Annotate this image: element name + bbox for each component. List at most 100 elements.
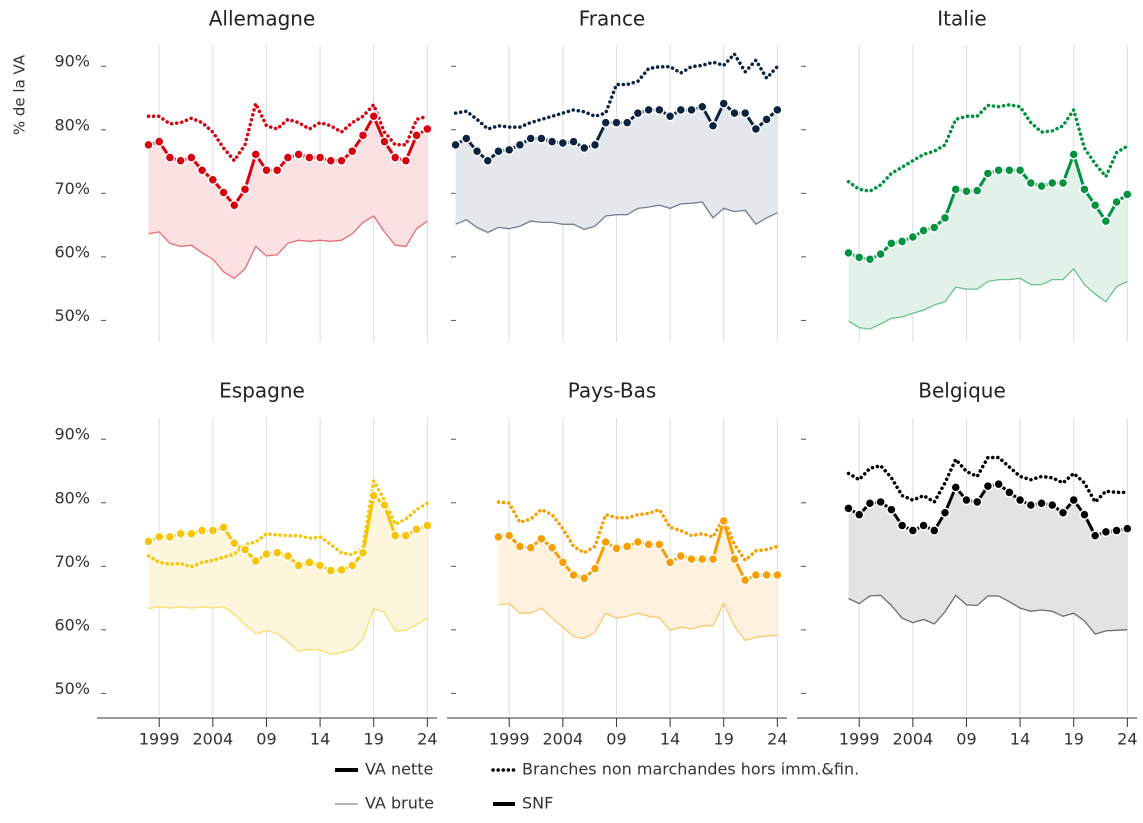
branches-line (846, 455, 1130, 505)
va-nette-point (939, 212, 951, 224)
x-tick-label: 1999 (839, 730, 880, 749)
va-nette-point (493, 531, 504, 543)
va-nette-point (864, 253, 876, 265)
va-nette-point (939, 507, 951, 519)
va-nette-point (697, 101, 708, 112)
va-nette-point (664, 557, 676, 568)
va-nette-point (1068, 149, 1079, 160)
y-tick-label: 90% (54, 52, 90, 71)
va-nette-point (718, 98, 729, 109)
x-tick-label: 19 (364, 730, 384, 749)
va-nette-point (336, 155, 347, 166)
x-tick-label: 09 (606, 730, 626, 749)
x-tick-label: 19 (1064, 730, 1084, 749)
va-nette-point (675, 104, 687, 116)
va-nette-point (357, 547, 369, 559)
va-brute-line (848, 267, 1128, 330)
va-nette-point (1047, 177, 1058, 189)
x-tick-label: 24 (417, 730, 437, 749)
x-tick-label: 1999 (139, 730, 180, 749)
va-nette-point (950, 184, 961, 195)
va-nette-point (239, 184, 251, 195)
va-nette-point (896, 520, 908, 531)
va-nette-point (686, 553, 697, 565)
va-nette-point (632, 536, 644, 548)
x-tick-label: 2004 (192, 730, 233, 749)
x-tick-label: 2004 (892, 730, 933, 749)
x-tick-label: 09 (256, 730, 276, 749)
va-nette-point (707, 553, 719, 565)
va-nette-point (654, 539, 665, 550)
va-nette-point (239, 544, 251, 555)
va-nette-point (368, 490, 379, 501)
va-nette-point (411, 130, 422, 141)
va-nette-point (186, 152, 197, 163)
va-nette-point (750, 123, 762, 135)
va-nette-point (982, 480, 994, 492)
va-nette-point (675, 550, 687, 562)
va-nette-point (379, 136, 390, 147)
va-nette-point (875, 496, 886, 508)
va-nette-point (196, 525, 208, 536)
va-nette-point (971, 496, 983, 508)
va-nette-point (643, 104, 654, 116)
va-nette-point (896, 236, 908, 247)
x-tick-label: 14 (660, 730, 680, 749)
va-nette-point (471, 145, 483, 157)
va-nette-point (250, 149, 261, 160)
va-nette-point (503, 530, 515, 541)
va-nette-point (971, 185, 983, 196)
va-nette-point (450, 139, 461, 151)
x-tick-label: 09 (956, 730, 976, 749)
va-nette-point (336, 564, 347, 576)
va-nette-point (950, 482, 961, 493)
y-tick-label: 90% (54, 425, 90, 444)
branches-line (846, 103, 1130, 194)
va-nette-point (579, 572, 590, 584)
panel-title: Belgique (918, 379, 1006, 403)
va-nette-point (729, 553, 740, 565)
branches-line (146, 475, 430, 569)
va-nette-point (143, 536, 154, 547)
va-brute-line (455, 201, 778, 234)
va-nette-point (843, 503, 854, 514)
panel-title: France (579, 7, 646, 31)
x-tick-label: 24 (767, 730, 787, 749)
legend-label: VA brute (365, 794, 434, 813)
va-nette-point (907, 525, 919, 536)
va-nette-point (411, 524, 422, 535)
va-nette-point (864, 497, 876, 509)
va-nette-point (1111, 196, 1122, 208)
va-nette-point (918, 520, 929, 531)
va-nette-point (1100, 526, 1112, 538)
va-nette-point (347, 560, 358, 571)
va-nette-point (929, 525, 940, 536)
va-nette-point (164, 152, 176, 163)
x-tick-label: 24 (1117, 730, 1137, 749)
va-nette-point (304, 557, 315, 568)
va-nette-point (1025, 177, 1037, 189)
va-nette-point (621, 541, 633, 552)
va-nette-point (1047, 499, 1058, 511)
va-nette-point (164, 531, 176, 543)
va-nette-point (750, 569, 762, 581)
va-nette-point (993, 478, 1004, 490)
va-nette-point (314, 560, 326, 571)
va-nette-point (918, 225, 929, 236)
y-tick-label: 60% (54, 615, 90, 634)
va-nette-point (853, 252, 865, 263)
va-nette-point (1036, 180, 1047, 192)
va-nette-point (196, 165, 208, 176)
x-tick-label: 14 (310, 730, 330, 749)
gap-area (455, 103, 778, 233)
x-tick-label: 14 (1010, 730, 1030, 749)
va-nette-point (557, 137, 569, 149)
va-nette-point (1100, 215, 1112, 227)
va-nette-point (143, 139, 154, 151)
va-nette-point (153, 136, 165, 147)
va-nette-point (282, 152, 294, 163)
y-tick-label: 50% (54, 679, 90, 698)
gap-area (148, 116, 428, 279)
va-nette-point (1079, 509, 1090, 520)
va-nette-point (600, 536, 611, 548)
